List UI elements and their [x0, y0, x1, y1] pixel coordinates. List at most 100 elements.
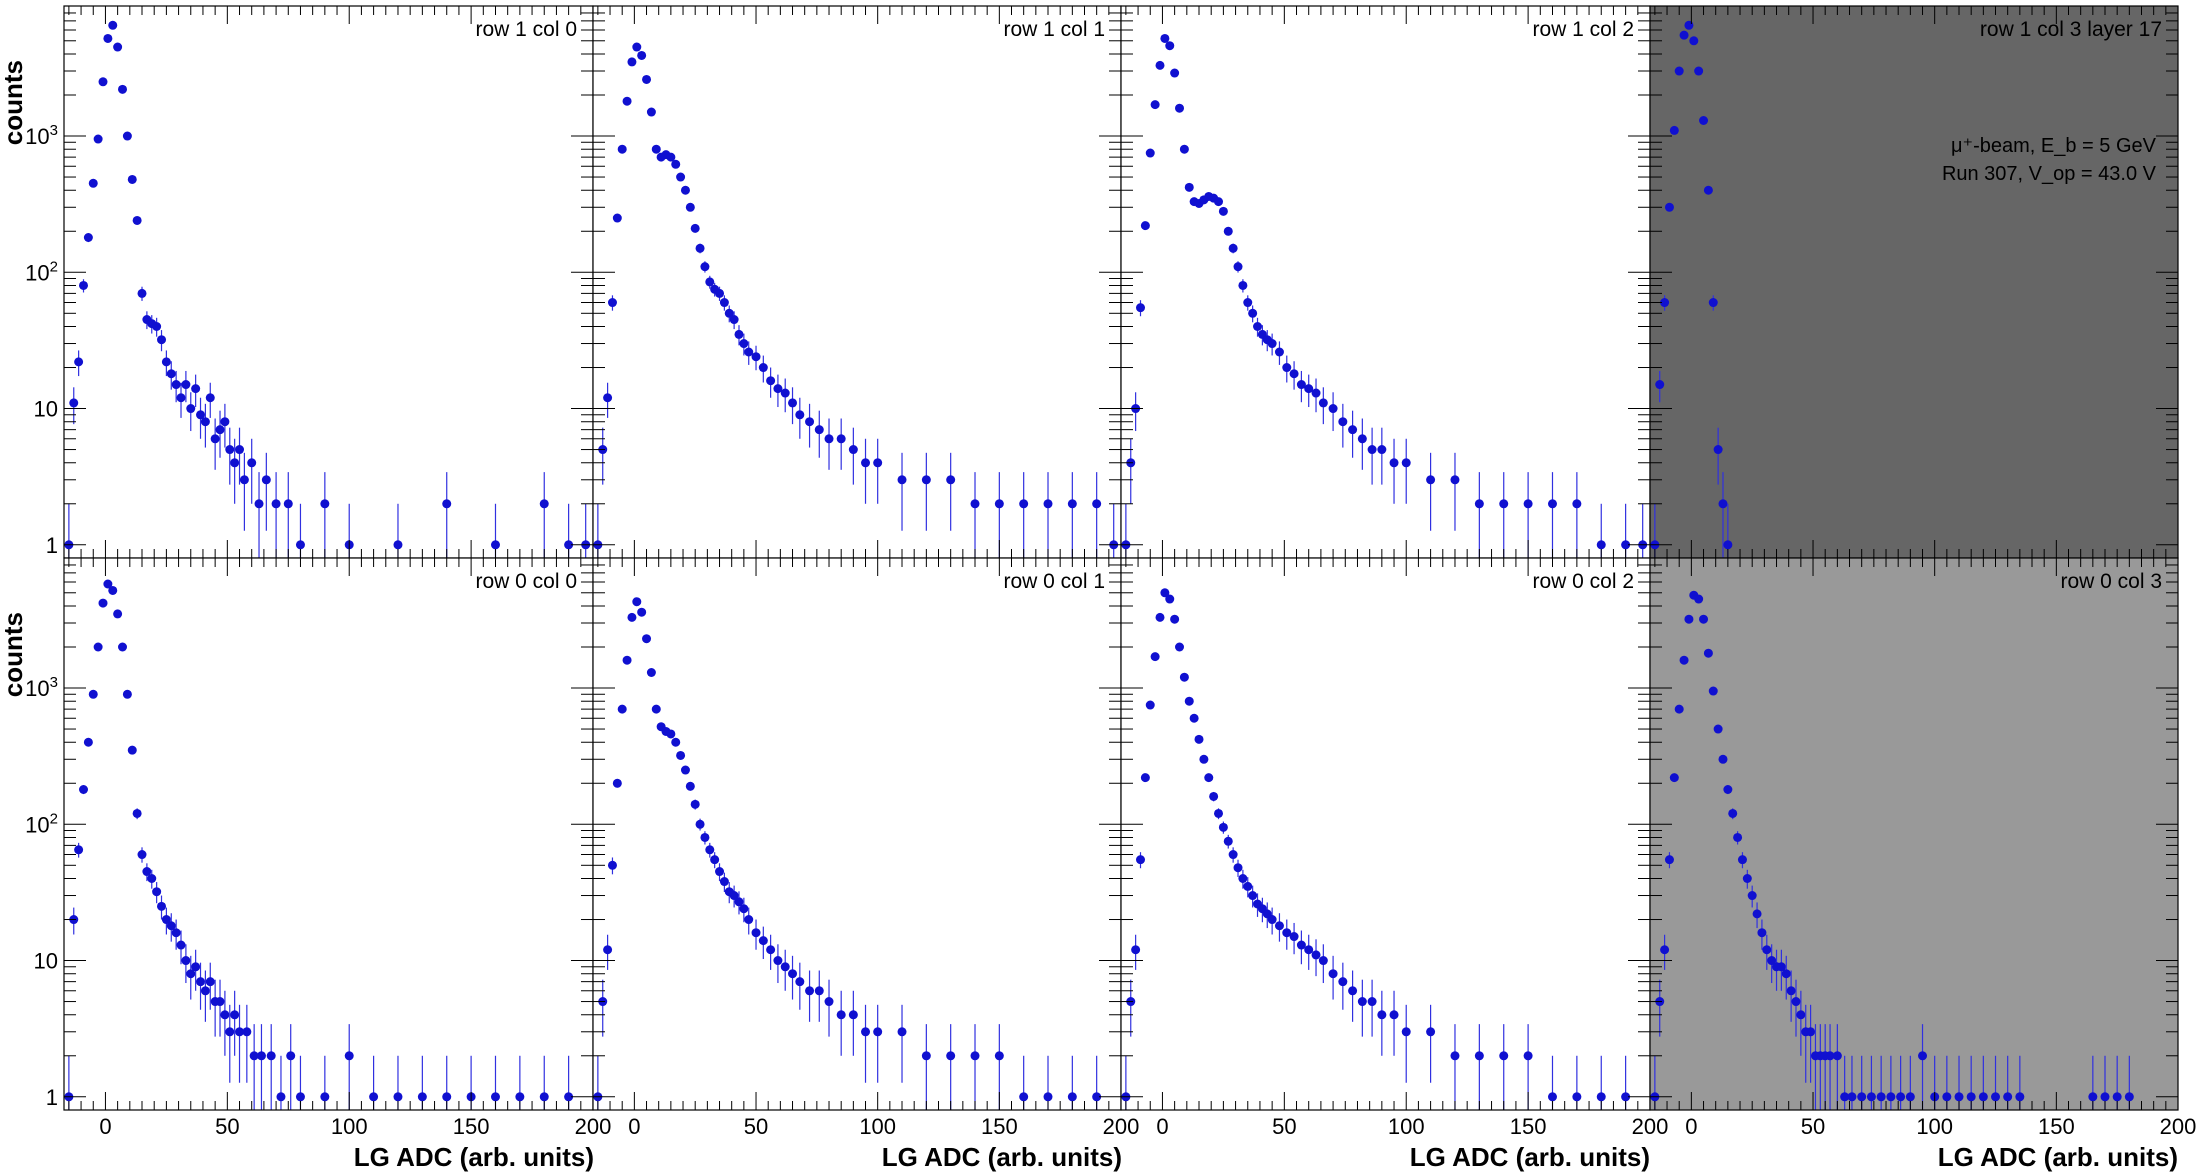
data-point [1214, 808, 1224, 818]
data-point [1757, 928, 1767, 938]
data-point [744, 915, 754, 925]
data-point [88, 689, 98, 699]
data-point [836, 434, 846, 444]
data-point [1228, 850, 1238, 860]
data-point [69, 398, 79, 408]
data-point [1866, 1092, 1876, 1102]
data-layer [1121, 588, 1631, 1110]
data-point [113, 42, 123, 52]
data-point [1092, 1092, 1102, 1102]
data-point [824, 434, 834, 444]
data-point [1708, 686, 1718, 696]
data-point [612, 778, 622, 788]
labels-layer: counts counts LG ADC (arb. units) LG ADC… [0, 60, 2178, 1172]
data-point [1199, 754, 1209, 764]
pad-background [64, 6, 593, 558]
pad-background [593, 6, 1121, 558]
x-tick-label: 0 [628, 1114, 640, 1139]
data-point [1304, 945, 1314, 955]
data-point [176, 393, 186, 403]
data-point [612, 213, 622, 223]
data-point [1179, 672, 1189, 682]
data-point [637, 50, 647, 60]
data-point [751, 352, 761, 362]
data-point [1737, 855, 1747, 865]
pad-title: row 1 col 1 [1003, 18, 1105, 41]
data-point [671, 737, 681, 747]
data-point [2124, 1092, 2134, 1102]
data-point [607, 298, 617, 308]
y-tick-label: 103 [25, 122, 58, 149]
data-point [230, 1010, 240, 1020]
data-point [1684, 20, 1694, 30]
pad-8: 0 50 100 150 200 row 0 col 3 [1649, 557, 2196, 1139]
data-point [622, 655, 632, 665]
data-point [1136, 303, 1146, 313]
data-point [1747, 891, 1757, 901]
data-point [256, 1051, 266, 1061]
data-point [897, 475, 907, 485]
data-point [103, 33, 113, 43]
data-point [249, 1051, 259, 1061]
data-point [1253, 322, 1263, 332]
data-point [2100, 1092, 2110, 1102]
data-point [1847, 1092, 1857, 1102]
data-point [1684, 614, 1694, 624]
data-point [157, 901, 167, 911]
beam-info-text: μ⁺-beam, E_b = 5 GeV [1951, 135, 2157, 157]
pad-frame [1649, 557, 2179, 1111]
data-point [515, 1092, 525, 1102]
data-point [666, 729, 676, 739]
data-point [98, 77, 108, 87]
data-point [719, 298, 729, 308]
data-layer [1650, 20, 1733, 558]
data-point [1357, 434, 1367, 444]
data-point [83, 737, 93, 747]
data-point [680, 765, 690, 775]
data-point [1426, 475, 1436, 485]
data-point [186, 969, 196, 979]
data-point [1238, 280, 1248, 290]
y-tick-label: 10 [34, 397, 58, 422]
data-point [266, 1051, 276, 1061]
data-point [1274, 347, 1284, 357]
data-point [671, 159, 681, 169]
data-point [1499, 499, 1509, 509]
data-point [137, 850, 147, 860]
y-axis-label-bottom: counts [0, 612, 28, 697]
data-point [651, 704, 661, 714]
data-point [1806, 1027, 1816, 1037]
data-point [666, 152, 676, 162]
data-point [1348, 986, 1358, 996]
data-point [1786, 986, 1796, 996]
data-point [79, 784, 89, 794]
data-point [651, 144, 661, 154]
data-point [93, 134, 103, 144]
data-point [642, 634, 652, 644]
x-tick-label: 150 [2038, 1114, 2075, 1139]
data-point [1228, 243, 1238, 253]
data-point [132, 808, 142, 818]
data-point [617, 704, 627, 714]
data-point [1742, 874, 1752, 884]
data-point [1150, 652, 1160, 662]
data-point [1572, 1092, 1582, 1102]
data-point [795, 410, 805, 420]
data-point [1664, 855, 1674, 865]
data-point [739, 904, 749, 914]
data-point [603, 393, 613, 403]
data-point [1713, 445, 1723, 455]
data-point [181, 380, 191, 390]
data-point [1886, 1092, 1896, 1102]
data-point [196, 977, 206, 987]
data-point [108, 20, 118, 30]
data-point [1377, 1010, 1387, 1020]
data-point [1547, 499, 1557, 509]
data-point [1155, 612, 1165, 622]
data-point [417, 1092, 427, 1102]
data-point [1942, 1092, 1952, 1102]
data-point [1596, 1092, 1606, 1102]
data-point [210, 434, 220, 444]
